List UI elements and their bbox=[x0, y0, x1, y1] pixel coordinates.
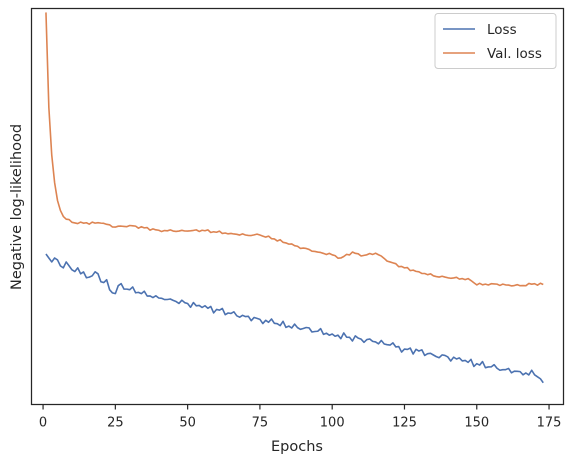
legend-label-val-loss: Val. loss bbox=[487, 46, 542, 62]
series-line-loss bbox=[45, 253, 544, 384]
x-tick-label-50: 50 bbox=[179, 416, 196, 431]
x-tick-label-0: 0 bbox=[39, 416, 47, 431]
legend: Loss Val. loss bbox=[434, 13, 557, 69]
y-axis-title: Negative log-likelihood bbox=[9, 124, 25, 290]
x-tick-label-25: 25 bbox=[107, 416, 124, 431]
x-ticks: 0 25 50 75 100 125 150 175 bbox=[39, 404, 562, 431]
x-axis-title: Epochs bbox=[271, 439, 323, 455]
x-tick-label-125: 125 bbox=[392, 416, 417, 431]
legend-box bbox=[434, 13, 557, 69]
plot-area bbox=[45, 12, 544, 384]
plot-frame bbox=[30, 7, 565, 406]
x-tick-label-75: 75 bbox=[252, 416, 269, 431]
series-line-val-loss bbox=[45, 12, 544, 287]
x-tick-label-150: 150 bbox=[464, 416, 489, 431]
legend-label-loss: Loss bbox=[487, 22, 517, 38]
x-tick-label-100: 100 bbox=[320, 416, 345, 431]
x-tick-label-175: 175 bbox=[537, 416, 562, 431]
